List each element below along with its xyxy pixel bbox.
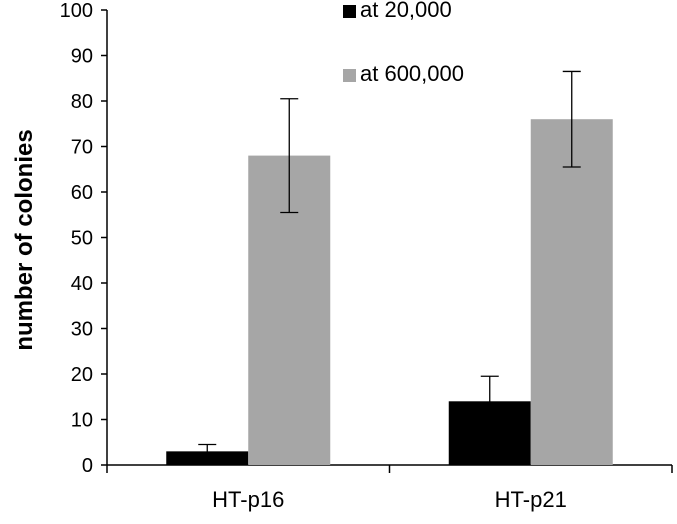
legend-swatch <box>343 5 356 18</box>
legend-label: at 20,000 <box>360 0 452 22</box>
legend-label: at 600,000 <box>360 61 464 86</box>
y-tick-label: 90 <box>71 46 93 68</box>
x-tick-label: HT-p16 <box>212 487 284 512</box>
y-tick-label: 20 <box>71 364 93 386</box>
y-tick-label: 70 <box>71 137 93 159</box>
y-tick-label: 50 <box>71 228 93 250</box>
x-axis: HT-p16 HT-p21 <box>106 464 673 512</box>
y-tick-label: 40 <box>71 273 93 295</box>
y-axis-title: number of colonies <box>11 129 38 350</box>
y-tick-label: 80 <box>71 91 93 113</box>
y-tick-label: 30 <box>71 319 93 341</box>
legend-swatch <box>343 69 356 82</box>
bar <box>530 119 613 465</box>
y-tick-label: 0 <box>82 455 93 477</box>
y-axis: 0 10 20 30 40 50 60 70 80 90 100 <box>60 0 108 477</box>
error-bars <box>198 70 581 459</box>
legend: at 20,000 at 600,000 <box>343 0 464 86</box>
x-tick-label: HT-p21 <box>495 487 567 512</box>
y-tick-label: 10 <box>71 410 93 432</box>
bars <box>166 119 613 465</box>
y-tick-label: 60 <box>71 182 93 204</box>
y-tick-label: 100 <box>60 0 93 22</box>
